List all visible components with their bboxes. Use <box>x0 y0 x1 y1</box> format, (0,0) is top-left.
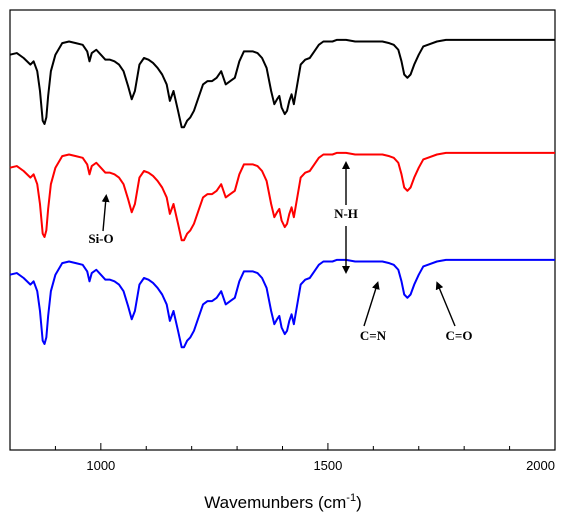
spectrum-line-black <box>9 38 555 129</box>
plot-frame <box>9 9 556 451</box>
x-tick-label: 1500 <box>313 458 342 473</box>
annotation-arrow <box>101 194 110 232</box>
annotation-c-n: C=N <box>360 328 387 343</box>
x-tick-label: 1000 <box>86 458 115 473</box>
annotation-si-o: Si-O <box>88 231 113 246</box>
annotations: Si-O N-H C=N C=O <box>88 161 473 343</box>
spectrum-line-red <box>9 151 555 242</box>
x-axis-ticks: 1000 1500 2000 <box>54 443 555 473</box>
x-tick-label: 2000 <box>526 458 555 473</box>
annotation-arrow <box>363 281 380 327</box>
spectrum-line-blue <box>9 258 555 349</box>
annotation-n-h: N-H <box>334 206 358 221</box>
x-axis-title: Wavemunbers (cm-1) <box>204 492 361 512</box>
series-layer <box>9 38 555 349</box>
annotation-arrow <box>435 281 456 327</box>
annotation-c-o: C=O <box>446 328 473 343</box>
